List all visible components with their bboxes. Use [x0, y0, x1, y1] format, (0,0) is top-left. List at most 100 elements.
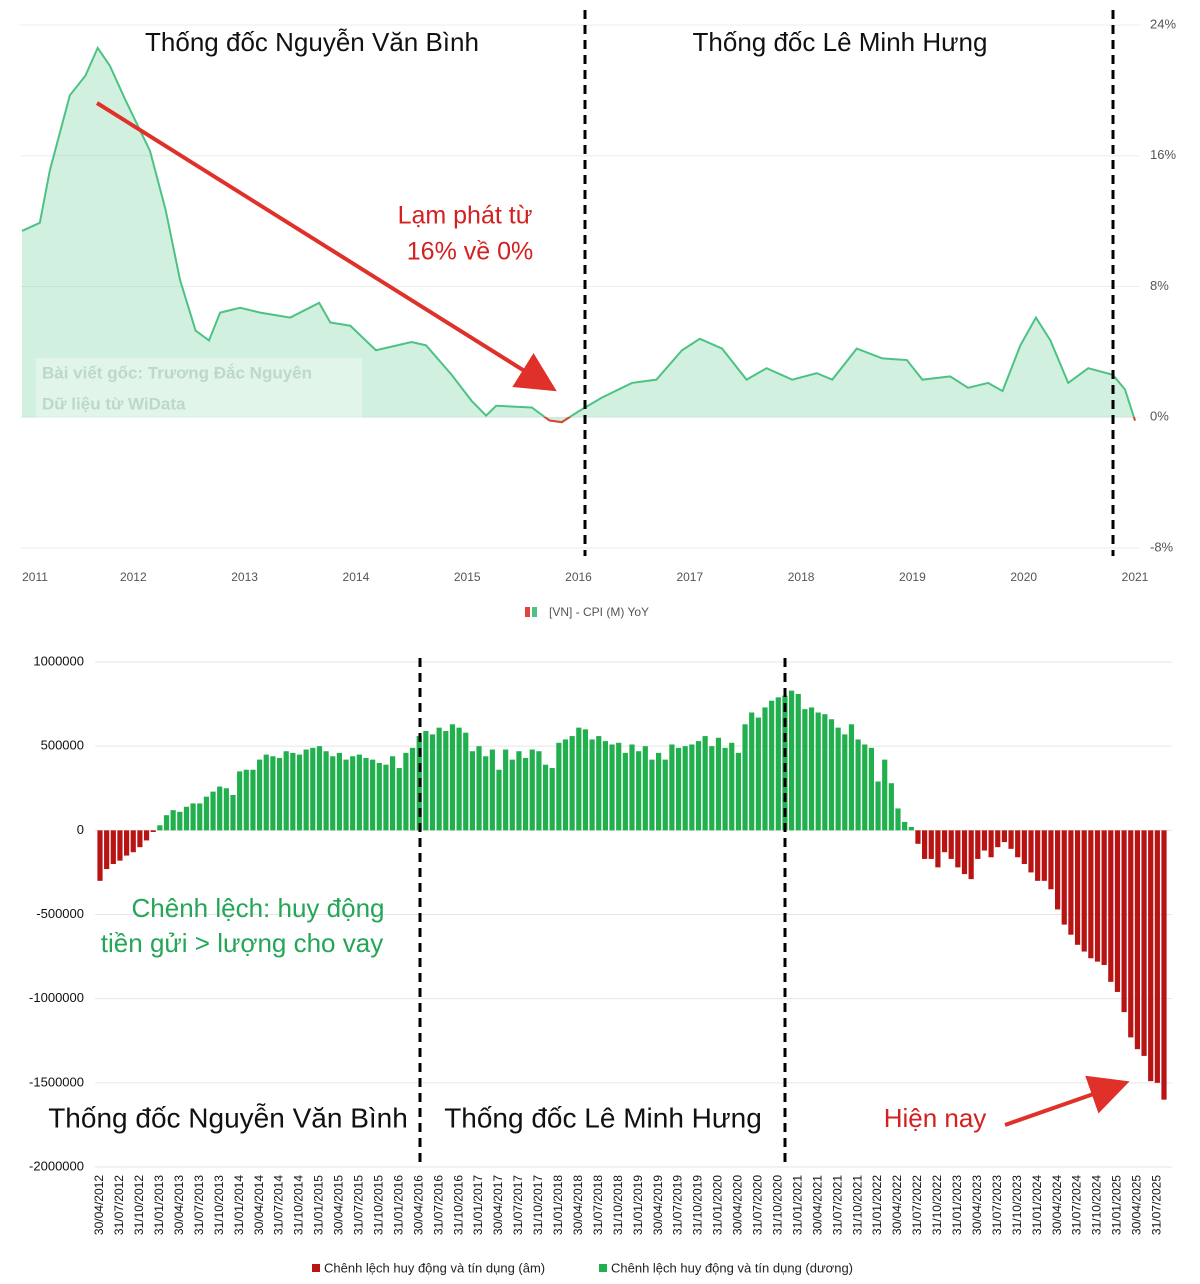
bar: [642, 746, 648, 831]
bar: [330, 756, 336, 831]
bar: [529, 749, 535, 831]
x-tick-label: 30/04/2024: [1050, 1175, 1064, 1235]
bar: [130, 830, 136, 853]
bar: [1148, 830, 1154, 1082]
bar: [210, 791, 216, 831]
x-tick-label: 31/01/2017: [471, 1175, 485, 1235]
bar: [1108, 830, 1114, 982]
bar: [775, 697, 781, 831]
arrow: [1004, 1075, 1130, 1127]
y-tick-label: 0: [77, 822, 84, 837]
bar: [1094, 830, 1101, 962]
y-tick-label: 8%: [1150, 278, 1169, 293]
bar: [689, 744, 695, 831]
bar: [955, 830, 961, 868]
bar: [828, 719, 835, 831]
x-tick-label: 31/01/2014: [232, 1175, 246, 1235]
bar: [243, 769, 249, 831]
y-tick-label: -2000000: [29, 1158, 84, 1173]
bar: [602, 741, 608, 831]
bar: [709, 746, 715, 831]
bar: [669, 744, 675, 831]
bar: [1008, 830, 1014, 849]
bar: [875, 781, 881, 831]
annotation: Hiện nay: [884, 1103, 987, 1133]
cpi-chart: 24% 16% 8% 0% -8% 2011 2012 2013 2014 2015 2016 201…: [20, 16, 1176, 619]
x-tick-label: 2016: [565, 570, 592, 584]
x-tick-label: 31/10/2020: [770, 1175, 784, 1235]
bar: [622, 752, 628, 831]
y-tick-label: -1500000: [29, 1074, 84, 1089]
bar: [569, 736, 575, 831]
y-tick-label: 24%: [1150, 16, 1176, 31]
bar: [616, 742, 622, 831]
bar: [795, 693, 801, 831]
bar: [1028, 830, 1034, 873]
x-tick-label: 2014: [343, 570, 370, 584]
bar: [948, 830, 954, 859]
bar: [429, 734, 436, 831]
y-tick-label: -8%: [1150, 539, 1174, 554]
bar: [808, 707, 815, 831]
bar: [483, 756, 489, 831]
bar: [316, 746, 323, 831]
bar: [110, 830, 116, 864]
x-tick-label: 31/01/2020: [711, 1175, 725, 1235]
bar: [902, 821, 908, 831]
y-tick-label: 1000000: [33, 653, 84, 668]
x-tick-label: 2017: [676, 570, 703, 584]
x-tick-label: 31/10/2018: [611, 1175, 625, 1235]
bar: [609, 744, 615, 831]
bar: [742, 724, 748, 831]
bar: [868, 747, 874, 831]
bar: [762, 707, 768, 831]
bar: [1161, 830, 1167, 1100]
bar: [143, 830, 150, 841]
legend-label: [VN] - CPI (M) YoY: [549, 605, 649, 619]
bar: [928, 830, 934, 859]
bar: [675, 747, 682, 831]
bar: [117, 830, 123, 861]
x-tick-label: 31/01/2025: [1110, 1175, 1124, 1235]
x-tick-label: 31/01/2022: [870, 1175, 884, 1235]
bar: [376, 763, 382, 831]
bar: [104, 830, 110, 870]
x-tick-label: 31/01/2023: [950, 1175, 964, 1235]
bar: [582, 729, 589, 831]
annotation: Lạm phát từ: [398, 202, 533, 230]
watermark: Bài viết gốc: Trương Đắc Nguyên: [42, 363, 312, 382]
x-tick-label: 30/04/2017: [491, 1175, 505, 1235]
bar: [170, 810, 176, 831]
bar: [941, 830, 948, 853]
bar: [1088, 830, 1094, 959]
bar: [323, 751, 329, 831]
bar: [848, 724, 855, 831]
bar: [935, 830, 941, 868]
bar: [1074, 830, 1081, 945]
bar: [516, 751, 522, 831]
bar: [263, 754, 269, 831]
legend-swatch: [525, 607, 530, 617]
bar: [343, 759, 349, 831]
bar: [895, 808, 901, 831]
x-tick-label: 2011: [22, 570, 48, 584]
bar: [749, 712, 755, 831]
x-tick-label: 31/07/2019: [671, 1175, 685, 1235]
x-tick-label: 31/01/2013: [152, 1175, 166, 1235]
bar: [409, 747, 416, 831]
bar: [489, 749, 495, 831]
bar: [576, 727, 582, 831]
bar: [203, 796, 209, 831]
bar: [270, 756, 276, 831]
bar: [476, 746, 482, 831]
x-tick-label: 31/07/2017: [511, 1175, 525, 1235]
x-tick-label: 31/01/2024: [1030, 1175, 1044, 1235]
x-tick-label: 31/01/2019: [631, 1175, 645, 1235]
annotation: Thống đốc Lê Minh Hưng: [444, 1102, 762, 1133]
annotation: 16% về 0%: [407, 238, 533, 266]
x-tick-label: 31/07/2020: [751, 1175, 765, 1235]
bar: [496, 769, 502, 831]
bar: [183, 806, 190, 831]
